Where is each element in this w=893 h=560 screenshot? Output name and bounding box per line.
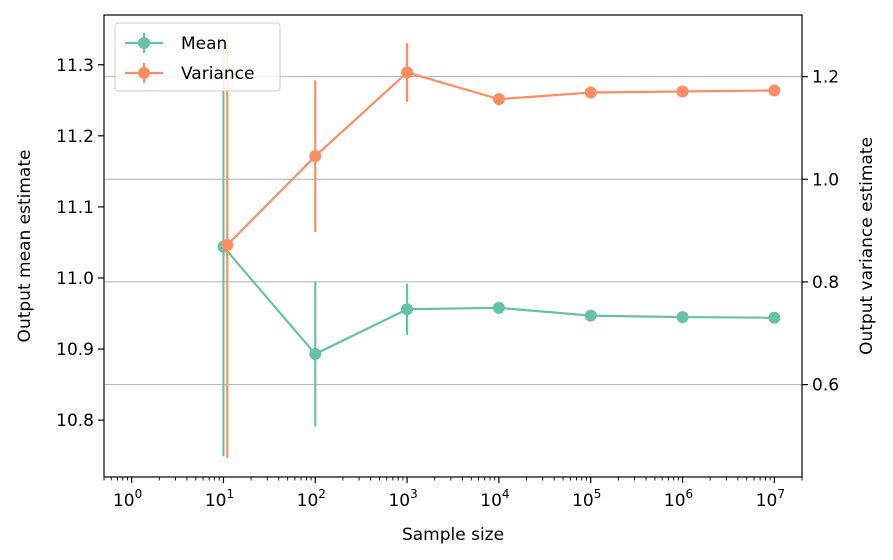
left-y-axis: 10.8 10.9 11.0 11.1 11.2 11.3 — [56, 56, 104, 431]
x-tick-base: 10 — [572, 491, 594, 511]
x-tick-exponent: 0 — [135, 487, 143, 501]
legend-marker — [138, 37, 150, 49]
legend-label: Mean — [181, 34, 227, 54]
x-tick-label: 100 — [113, 487, 142, 511]
x-tick-label: 105 — [572, 487, 601, 511]
x-axis-title: Sample size — [402, 525, 504, 545]
legend: Mean Variance — [114, 22, 281, 92]
series-variance — [221, 31, 781, 459]
legend-label: Variance — [181, 64, 254, 84]
plot-area-frame — [103, 14, 803, 478]
x-tick-exponent: 1 — [226, 487, 234, 501]
x-tick-label: 107 — [756, 487, 785, 511]
x-tick-base: 10 — [297, 491, 319, 511]
x-tick-base: 10 — [664, 491, 686, 511]
x-tick-exponent: 5 — [594, 487, 602, 501]
data-point — [492, 301, 505, 314]
left-y-tick-label: 11.1 — [56, 198, 94, 218]
left-y-tick-label: 11.3 — [56, 56, 94, 76]
legend-marker — [138, 67, 150, 79]
x-tick-base: 10 — [388, 491, 410, 511]
data-point — [676, 85, 689, 98]
x-tick-exponent: 7 — [777, 487, 785, 501]
data-point — [309, 348, 322, 361]
x-tick-base: 10 — [205, 491, 227, 511]
data-point — [401, 66, 414, 79]
x-tick-base: 10 — [756, 491, 778, 511]
right-y-tick-label: 1.0 — [812, 170, 839, 190]
left-y-tick-label: 10.9 — [56, 340, 94, 360]
data-point — [768, 84, 781, 97]
x-axis: 100 101 102 103 104 105 106 107 — [103, 477, 803, 511]
x-tick-label: 103 — [388, 487, 417, 511]
right-y-tick-label: 1.2 — [812, 68, 839, 88]
data-point — [309, 150, 322, 163]
series-line — [222, 245, 775, 356]
legend-item-variance: Variance — [125, 63, 254, 84]
right-y-tick-label: 0.8 — [812, 273, 839, 293]
x-tick-exponent: 3 — [410, 487, 418, 501]
x-tick-exponent: 2 — [318, 487, 326, 501]
left-y-tick-label: 11.0 — [56, 269, 94, 289]
x-tick-base: 10 — [480, 491, 502, 511]
data-point — [676, 311, 689, 324]
x-tick-exponent: 6 — [686, 487, 694, 501]
right-y-tick-label: 0.6 — [812, 376, 839, 396]
x-tick-label: 101 — [205, 487, 234, 511]
x-tick-exponent: 4 — [502, 487, 510, 501]
left-y-axis-title: Output mean estimate — [15, 150, 35, 343]
data-point — [221, 238, 234, 251]
left-y-tick-label: 10.8 — [56, 411, 94, 431]
data-point — [584, 86, 597, 99]
left-y-tick-label: 11.2 — [56, 127, 94, 147]
x-tick-label: 102 — [297, 487, 326, 511]
data-point — [584, 309, 597, 322]
data-point — [401, 303, 414, 316]
grid-lines — [104, 76, 802, 386]
legend-item-mean: Mean — [125, 33, 227, 54]
data-point — [768, 311, 781, 324]
series-layer — [217, 31, 781, 459]
right-y-axis: 0.6 0.8 1.0 1.2 — [802, 68, 839, 396]
x-tick-label: 106 — [664, 487, 693, 511]
right-y-axis-title: Output variance estimate — [857, 137, 877, 355]
x-tick-label: 104 — [480, 487, 509, 511]
x-tick-base: 10 — [113, 491, 135, 511]
data-point — [492, 93, 505, 106]
